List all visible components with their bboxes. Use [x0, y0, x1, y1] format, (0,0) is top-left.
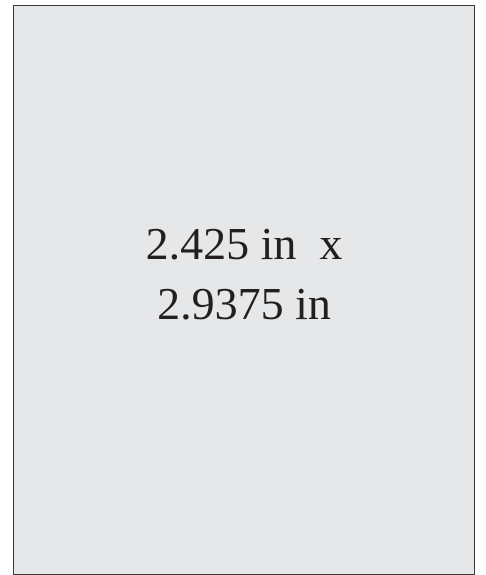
placeholder-box: 2.425 in x 2.9375 in [13, 5, 475, 575]
height-line: 2.9375 in [157, 278, 331, 329]
dimension-label: 2.425 in x 2.9375 in [14, 214, 474, 334]
width-line: 2.425 in x [145, 218, 343, 269]
